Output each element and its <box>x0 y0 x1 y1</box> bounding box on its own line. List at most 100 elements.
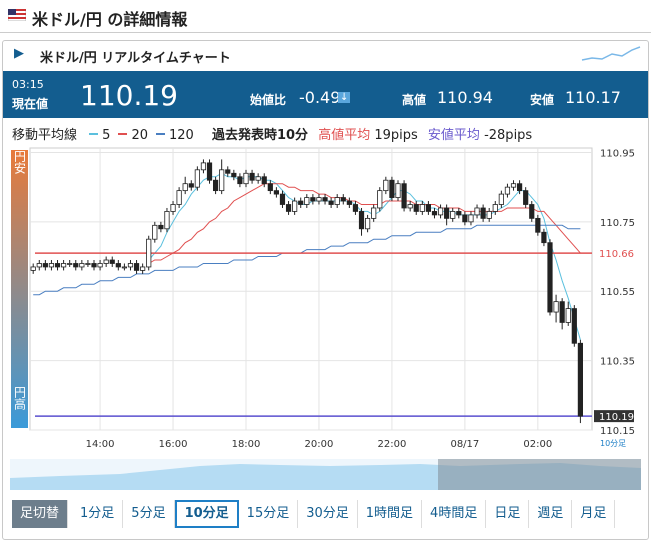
candle-body <box>468 214 474 223</box>
candle-body <box>401 183 407 209</box>
candle-body <box>346 200 352 205</box>
candle-body <box>194 169 200 188</box>
high-label: 高値 <box>402 93 427 107</box>
x-tick-label: 18:00 <box>232 439 261 450</box>
timeframe-button[interactable]: 月足 <box>572 500 616 528</box>
legend-label: 120 <box>168 128 194 143</box>
candle-body <box>176 190 182 205</box>
candle-body <box>206 162 213 181</box>
candle-body <box>219 169 225 192</box>
candle-body <box>61 263 67 268</box>
candle-body <box>371 207 377 219</box>
candle-body <box>389 179 395 198</box>
candle-body <box>383 179 389 192</box>
timeframe-button[interactable]: 4時間足 <box>422 500 487 528</box>
candle-body <box>310 197 316 202</box>
change-label: 始値比 <box>250 93 287 107</box>
candle-body <box>170 204 176 212</box>
ma-legend: 5 20 120 <box>81 128 194 143</box>
candle-body <box>285 204 292 212</box>
legend-swatch <box>89 133 99 135</box>
candle-body <box>358 211 365 230</box>
y-tick-label: 110.15 <box>600 426 635 437</box>
candle-body <box>97 263 103 268</box>
x-tick-label: 08/17 <box>450 439 479 450</box>
current-price: 110.19 <box>80 79 178 112</box>
chart-card <box>2 40 649 540</box>
candle-body <box>498 193 504 205</box>
down-icon: ↓ <box>338 92 351 103</box>
ma-line <box>33 224 581 296</box>
candle-body <box>492 204 498 212</box>
timeframe-button[interactable]: 5分足 <box>123 500 175 528</box>
candle-body <box>109 259 115 264</box>
candle-body <box>565 308 571 323</box>
candle-body <box>474 207 480 216</box>
timeframe-label: 10分足 <box>600 439 626 448</box>
candle-body <box>140 266 146 271</box>
candle-body <box>504 186 511 195</box>
candle-body <box>510 183 517 188</box>
candle-body <box>146 238 152 268</box>
high-value: 110.94 <box>437 88 493 107</box>
candle-body <box>352 204 359 212</box>
candle-body <box>529 204 535 219</box>
candle-body <box>225 169 231 174</box>
candle-body <box>541 231 547 244</box>
legend-row: 移動平均線 5 20 120 過去発表時10分 高値平均 19pips 安値平均 -… <box>12 124 532 143</box>
candle-body <box>413 204 419 212</box>
legend-label: 20 <box>131 128 148 143</box>
candle-body <box>158 224 164 230</box>
candle-body <box>255 176 261 181</box>
reference-tag <box>594 410 634 423</box>
candle-body <box>377 190 383 209</box>
candle-body <box>200 162 207 171</box>
timeframe-button[interactable]: 1分足 <box>72 500 124 528</box>
timeframe-button[interactable]: 10分足 <box>174 500 239 528</box>
candle-body <box>67 263 73 265</box>
candle-body <box>48 263 55 268</box>
candle-body <box>444 207 450 219</box>
reference-label: 110.19 <box>599 412 634 423</box>
x-tick-label: 02:00 <box>523 439 552 450</box>
candle-body <box>517 183 523 192</box>
candle-body <box>42 263 48 268</box>
candle-body <box>292 200 298 212</box>
arrow-icon: ▶ <box>14 46 24 61</box>
timeframe-button[interactable]: 日足 <box>486 500 530 528</box>
navigator-window <box>438 459 641 490</box>
candle-body <box>523 190 529 205</box>
candle-body <box>407 204 413 209</box>
quote-bar: 03:15 現在値 110.19 始値比 -0.49 ↓ 高値 110.94 安… <box>3 71 648 118</box>
timeframe-button[interactable]: 週足 <box>529 500 573 528</box>
candle-body <box>279 193 286 205</box>
candle-body <box>79 263 85 268</box>
side-bottom: 円高 <box>13 386 27 411</box>
low-label: 安値 <box>530 93 555 107</box>
reference-label: 110.66 <box>599 249 634 260</box>
candle-body <box>237 176 243 185</box>
x-tick-label: 22:00 <box>378 439 407 450</box>
flag-icon <box>8 9 26 21</box>
timeframe-button[interactable]: 1時間足 <box>358 500 423 528</box>
candle-body <box>273 190 280 195</box>
candle-body <box>133 263 140 271</box>
low-avg-value: -28pips <box>484 128 533 143</box>
ma-label: 移動平均線 <box>12 128 78 143</box>
timeframe-button[interactable]: 30分足 <box>298 500 358 528</box>
timeframe-button[interactable]: 15分足 <box>239 500 299 528</box>
candle-body <box>298 200 304 205</box>
candle-body <box>127 263 134 268</box>
candle-body <box>231 172 237 178</box>
candle-body <box>54 263 61 268</box>
candle-body <box>419 204 425 212</box>
legend-swatch <box>118 133 128 135</box>
candle-body <box>553 301 559 313</box>
candle-body <box>486 211 492 219</box>
y-tick-label: 110.75 <box>600 218 635 229</box>
timeframe-button[interactable]: 足切替 <box>12 500 69 528</box>
candle-body <box>431 211 438 216</box>
current-label: 現在値 <box>12 97 49 111</box>
candle-body <box>322 197 328 202</box>
